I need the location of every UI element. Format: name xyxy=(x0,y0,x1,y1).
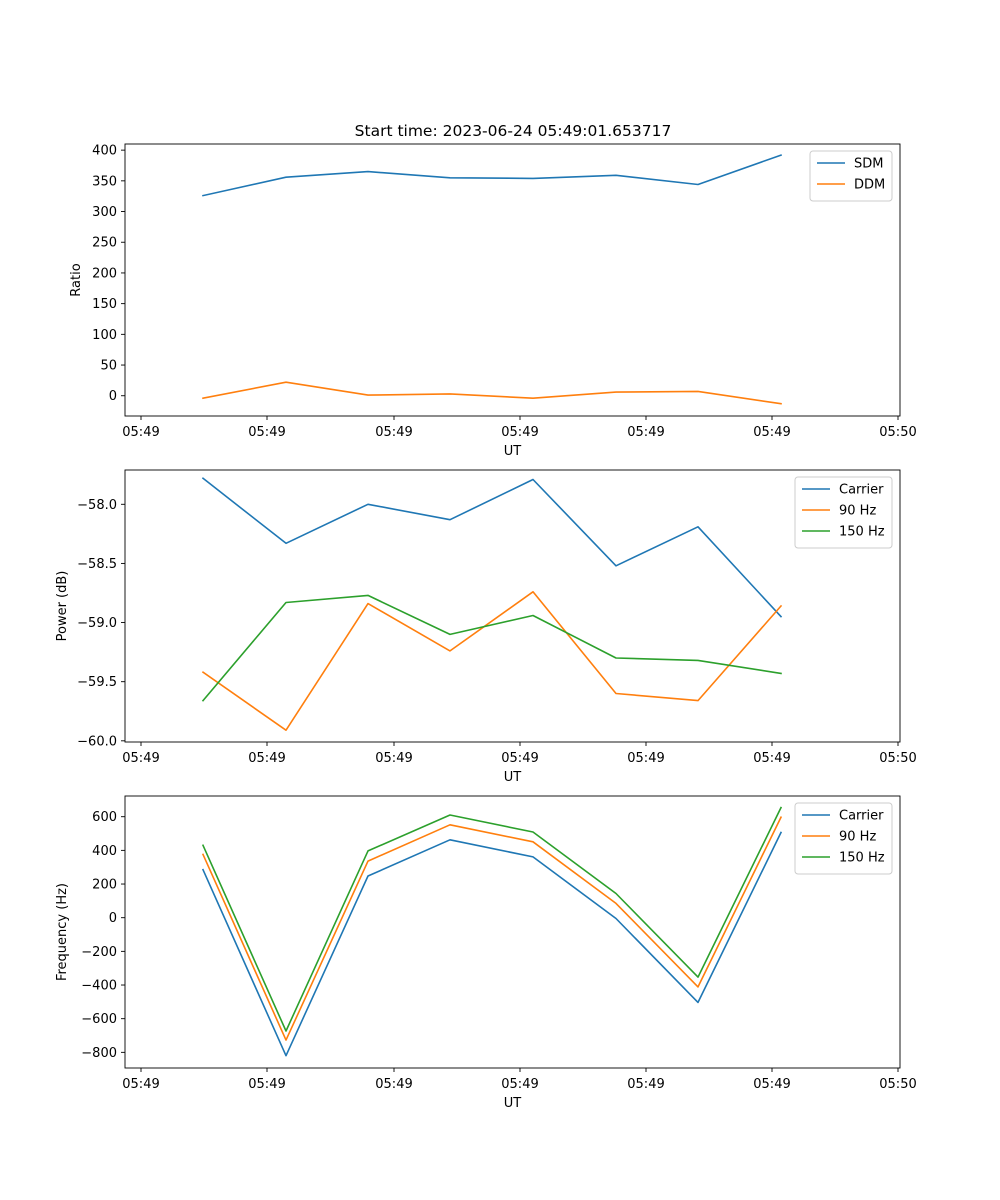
x-tick-label: 05:49 xyxy=(375,425,412,440)
series-line-ddm xyxy=(202,381,782,405)
figure-title: Start time: 2023-06-24 05:49:01.653717 xyxy=(355,122,672,140)
y-tick-label: 0 xyxy=(109,911,117,926)
legend-label-carrier: Carrier xyxy=(839,809,884,824)
legend-label-150-hz: 150 Hz xyxy=(839,851,885,866)
y-tick-label: 50 xyxy=(100,359,117,374)
x-tick-label: 05:50 xyxy=(879,1077,916,1092)
series-line-150-hz xyxy=(201,594,782,702)
x-tick-label: 05:49 xyxy=(627,425,664,440)
y-tick-label: −58.0 xyxy=(77,498,117,513)
y-tick-label: 400 xyxy=(92,844,117,859)
y-tick-label: 300 xyxy=(92,205,117,220)
x-tick-label: 05:49 xyxy=(753,1077,790,1092)
y-tick-label: 0 xyxy=(109,389,117,404)
axes-frame xyxy=(124,469,901,743)
x-tick-label: 05:50 xyxy=(879,425,916,440)
x-tick-label: 05:49 xyxy=(375,751,412,766)
power-panel: 05:49 05:49 05:49 05:49 05:49 05:49 05:50 −60.0… xyxy=(55,469,917,785)
y-tick-label: 150 xyxy=(92,297,117,312)
y-tick-label: −59.0 xyxy=(77,616,117,631)
x-tick-label: 05:49 xyxy=(753,425,790,440)
y-axis-label: Frequency (Hz) xyxy=(55,883,70,981)
x-axis-label: UT xyxy=(504,444,522,459)
x-tick-label: 05:49 xyxy=(501,751,538,766)
series-line-carrier xyxy=(201,477,783,618)
y-tick-label: −60.0 xyxy=(77,734,117,749)
x-tick-label: 05:49 xyxy=(753,751,790,766)
x-tick-label: 05:50 xyxy=(879,751,916,766)
y-tick-label: −58.5 xyxy=(77,557,117,572)
y-tick-label: −600 xyxy=(81,1012,117,1027)
y-tick-label: 400 xyxy=(92,144,117,159)
x-tick-label: 05:49 xyxy=(122,425,159,440)
y-tick-label: 200 xyxy=(92,878,117,893)
x-tick-label: 05:49 xyxy=(122,1077,159,1092)
axes-frame xyxy=(124,143,901,417)
x-tick-label: 05:49 xyxy=(375,1077,412,1092)
y-tick-label: 100 xyxy=(92,328,117,343)
legend-label-ddm: DDM xyxy=(854,178,885,193)
y-tick-label: −200 xyxy=(81,945,117,960)
series-line-90-hz xyxy=(201,816,783,1041)
x-axis-label: UT xyxy=(504,770,522,785)
y-tick-label: −800 xyxy=(81,1046,117,1061)
y-axis-label: Ratio xyxy=(69,263,84,296)
x-tick-label: 05:49 xyxy=(627,751,664,766)
y-tick-label: −400 xyxy=(81,979,117,994)
series-line-sdm xyxy=(202,154,783,197)
series-line-90-hz xyxy=(201,590,783,732)
x-tick-label: 05:49 xyxy=(501,425,538,440)
axes-frame xyxy=(124,795,901,1069)
ratio-panel: 05:49 05:49 05:49 05:49 05:49 05:49 05:50 0 50 10… xyxy=(69,143,917,459)
frequency-panel: 05:49 05:49 05:49 05:49 05:49 05:49 05:50 −800 −… xyxy=(55,795,917,1111)
x-axis-label: UT xyxy=(504,1096,522,1111)
x-tick-label: 05:49 xyxy=(248,425,285,440)
legend-label-90-hz: 90 Hz xyxy=(839,830,876,845)
y-tick-label: 600 xyxy=(92,810,117,825)
y-tick-label: −59.5 xyxy=(77,675,117,690)
y-tick-label: 200 xyxy=(92,266,117,281)
legend-label-90-hz: 90 Hz xyxy=(839,504,876,519)
legend-label-150-hz: 150 Hz xyxy=(839,525,885,540)
x-tick-label: 05:49 xyxy=(122,751,159,766)
y-tick-label: 250 xyxy=(92,236,117,251)
legend-label-sdm: SDM xyxy=(854,157,883,172)
x-tick-label: 05:49 xyxy=(248,751,285,766)
x-tick-label: 05:49 xyxy=(501,1077,538,1092)
series-line-carrier xyxy=(201,831,783,1057)
legend-label-carrier: Carrier xyxy=(839,483,884,498)
y-tick-label: 350 xyxy=(92,174,117,189)
y-axis-label: Power (dB) xyxy=(55,571,70,642)
x-tick-label: 05:49 xyxy=(627,1077,664,1092)
x-tick-label: 05:49 xyxy=(248,1077,285,1092)
series-line-150-hz xyxy=(201,806,783,1032)
